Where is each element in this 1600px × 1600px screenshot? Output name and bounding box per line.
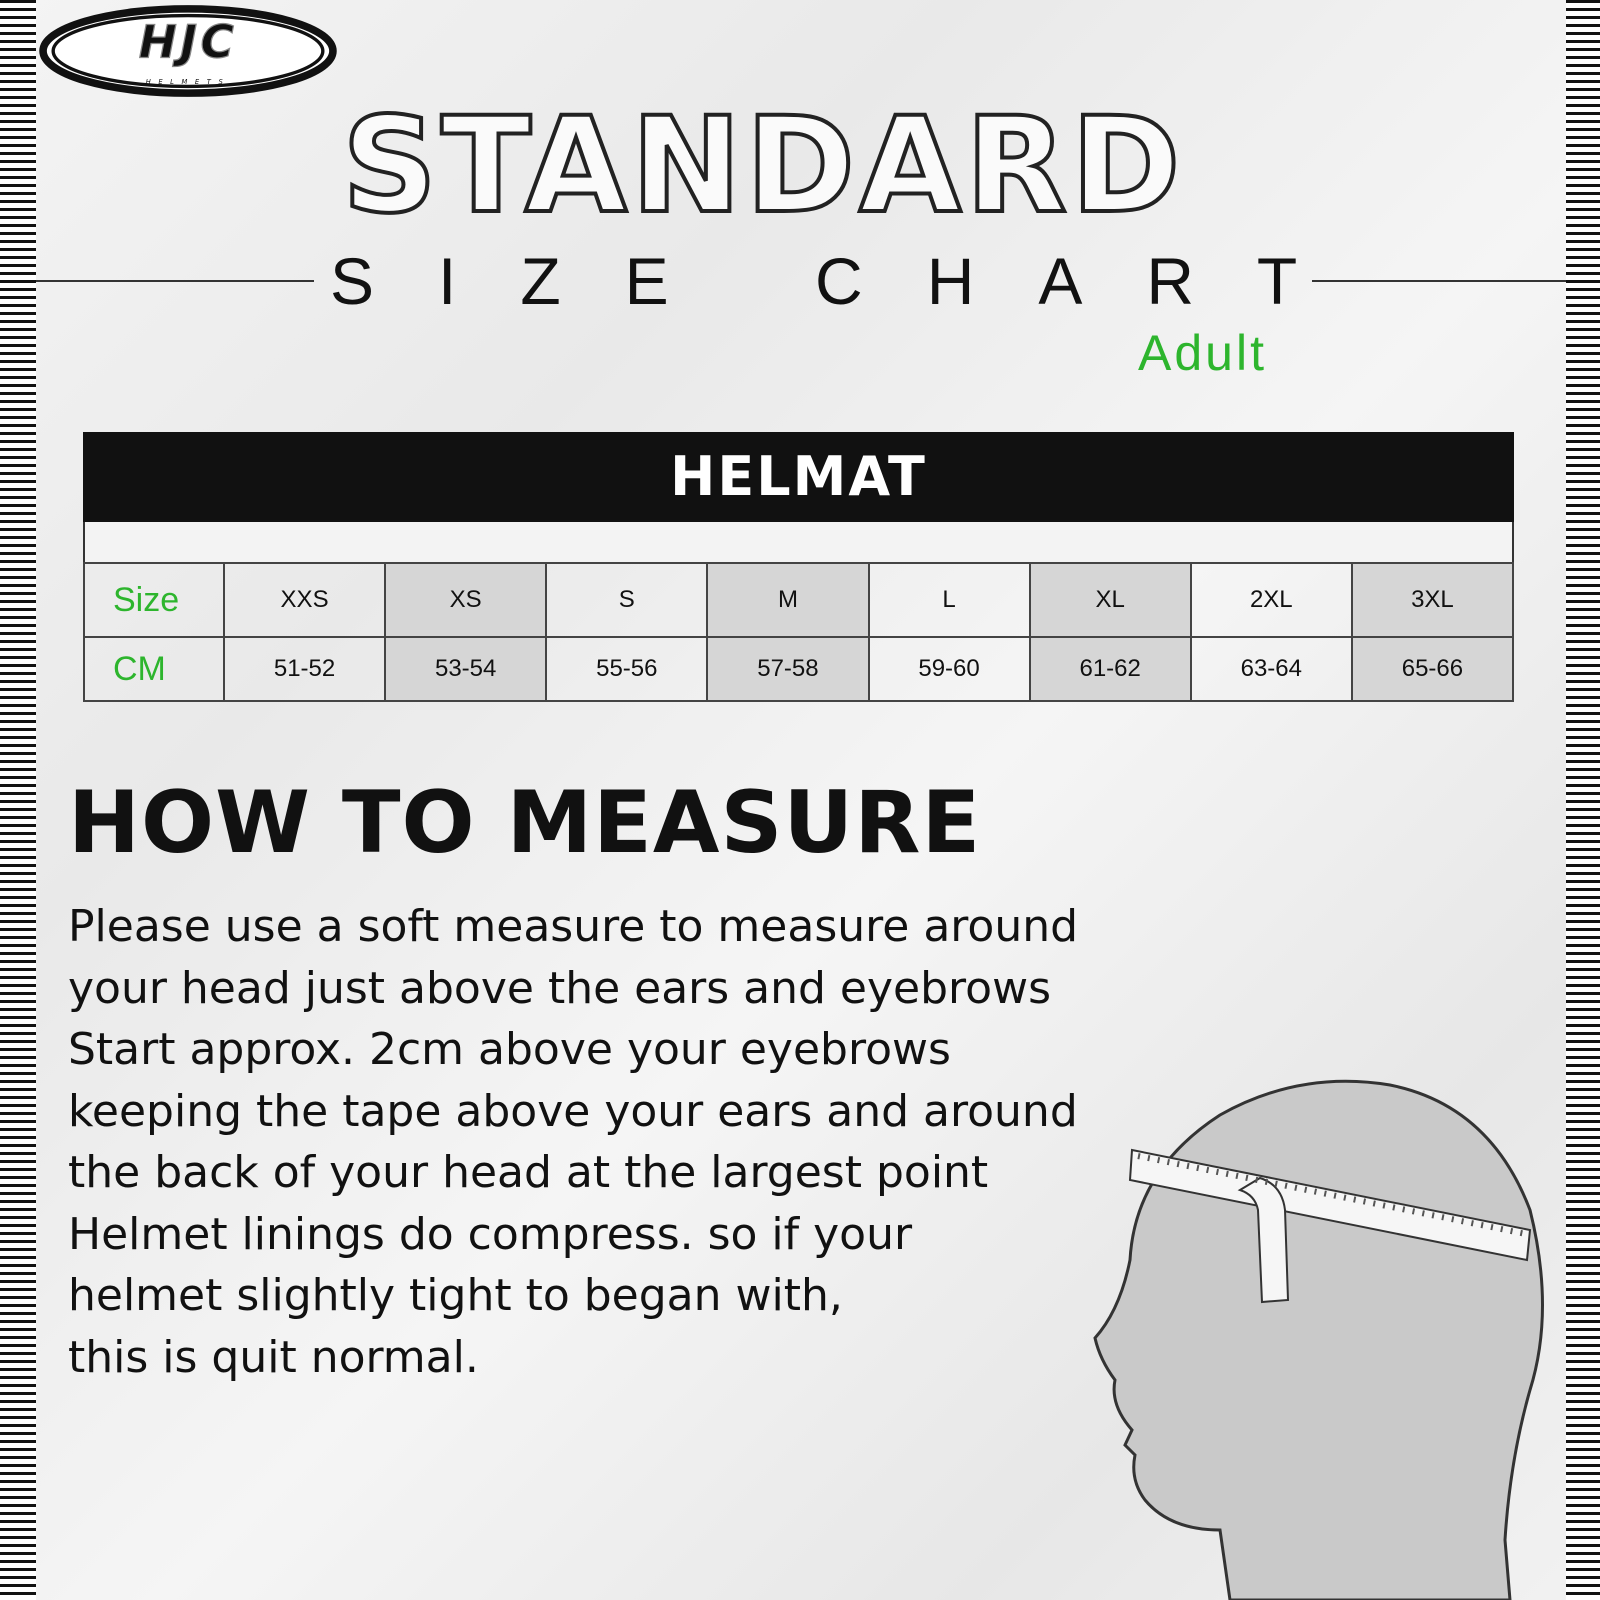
ruler-right-edge [1566,0,1600,1600]
size-cell: XXS [222,562,387,638]
logo-text: HJC [139,16,238,69]
how-to-instructions: Please use a soft measure to measure aro… [68,896,1078,1388]
instruction-line: Please use a soft measure to measure aro… [68,901,1079,952]
cm-cell: 65-66 [1350,636,1515,702]
size-cell: XS [384,562,548,638]
size-cell: XL [1028,562,1192,638]
table-row-cm: CM 51-52 53-54 55-56 57-58 59-60 61-62 6… [83,636,1515,702]
cm-cell: 59-60 [867,636,1031,702]
cm-cell: 57-58 [706,636,870,702]
size-cell: 3XL [1350,562,1515,638]
audience-label: Adult [1138,325,1267,381]
instruction-line: this is quit normal. [68,1331,479,1383]
row-label-cm: CM [83,636,225,702]
instruction-line: your head just above the ears and eyebro… [68,962,1051,1014]
head-measuring-illustration [1093,1079,1544,1600]
instruction-line: helmet slightly tight to began with, [68,1270,843,1321]
instruction-line: Start approx. 2cm above your eyebrows [68,1024,951,1075]
cm-cell: 61-62 [1028,636,1192,702]
table-spacer [83,522,1514,564]
ruler-left-edge [0,0,36,1600]
cm-cell: 55-56 [545,636,709,702]
size-cell: S [545,562,709,638]
instruction-line: Helmet linings do compress. so if your [68,1208,913,1260]
measuring-tape-icon [1128,1148,1532,1304]
subtitle: SIZE CHART [330,244,1362,318]
title: STANDARD [340,89,1185,243]
hjc-logo: HJC HELMETS [39,5,337,97]
size-cell: M [706,562,870,638]
row-label-size: Size [83,562,225,638]
instruction-line: the back of your head at the largest poi… [68,1147,989,1198]
size-table: Size XXS XS S M L XL 2XL 3XL CM 51-52 53… [83,562,1515,702]
logo-subtext: HELMETS [146,78,231,86]
table-header: HELMAT [83,432,1514,522]
divider-left [36,280,314,282]
cm-cell: 63-64 [1189,636,1353,702]
size-cell: 2XL [1189,562,1353,638]
table-row-size: Size XXS XS S M L XL 2XL 3XL [83,562,1515,638]
cm-cell: 51-52 [222,636,387,702]
how-to-heading: HOW TO MEASURE [68,773,982,873]
cm-cell: 53-54 [384,636,548,702]
instruction-line: keeping the tape above your ears and aro… [68,1085,1078,1137]
divider-right [1312,280,1566,282]
size-cell: L [867,562,1031,638]
